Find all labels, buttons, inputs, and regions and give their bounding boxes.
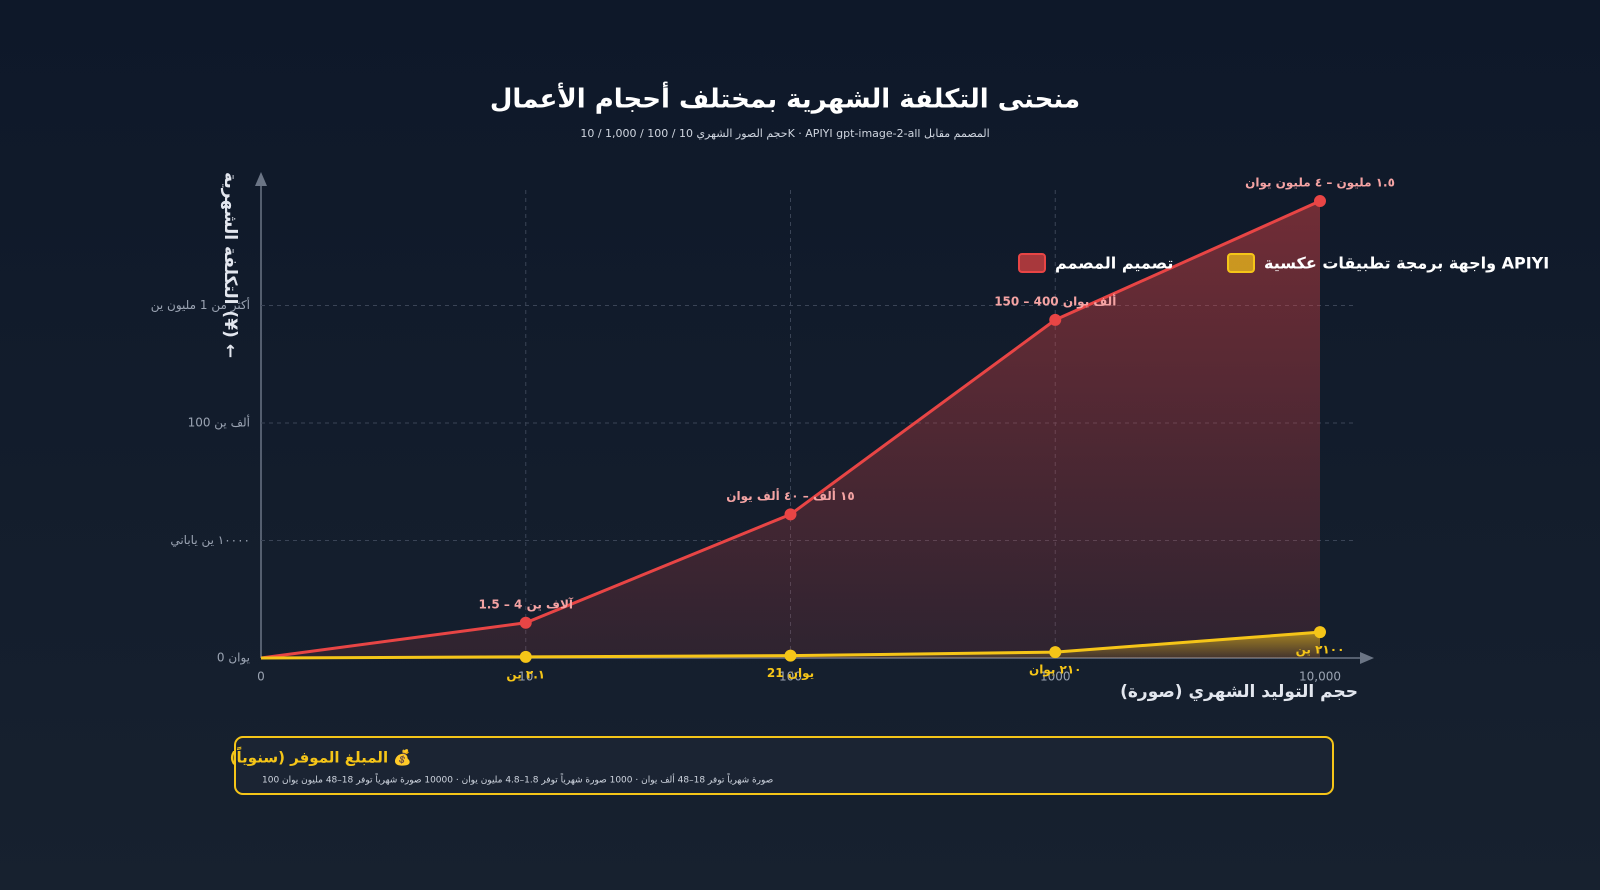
legend-swatch: [1227, 253, 1255, 273]
legend-label: واجهة برمجة تطبيقات عكسية APIYI: [1264, 254, 1549, 273]
x-tick-label: 1000: [1040, 670, 1071, 684]
point-label: ٢١٠٠ ين: [1296, 643, 1345, 657]
point: [1049, 313, 1062, 326]
y-tick-label: أكثر من 1 مليون ين: [151, 297, 250, 313]
y-arrow: [255, 172, 267, 186]
point: [784, 649, 797, 662]
point-label: ١٥ ألف – ٤٠ ألف يوان: [726, 488, 854, 504]
x-arrow: [1360, 652, 1374, 664]
point-label: 21 يوان: [767, 666, 814, 681]
savings-title: المبلغ الموفر (سنوياً) 💰: [230, 746, 412, 766]
point-label: 150 – 400 ألف يوان: [994, 293, 1116, 309]
point: [784, 508, 797, 521]
point: [1314, 195, 1326, 208]
savings-box: [234, 736, 1334, 795]
x-tick-label: 10,000: [1299, 670, 1341, 684]
savings-text: 100 صورة شهرياً توفر 18–48 ألف يوان · 10…: [262, 773, 773, 786]
point: [1049, 646, 1062, 659]
point-label: ٢١٠ يوان: [1029, 663, 1082, 678]
x-axis-label: حجم التوليد الشهري (صورة): [1120, 682, 1358, 702]
y-tick-label: ١٠٠٠٠ ين ياباني: [170, 533, 250, 548]
x-tick-label: 100: [779, 670, 802, 684]
point: [519, 650, 532, 663]
area: [261, 632, 1320, 658]
area: [261, 201, 1320, 659]
point-label: ٢.١ ين: [506, 667, 545, 681]
point-label: ١.٥ مليون – ٤ مليون يوان: [1245, 176, 1395, 191]
y-axis-label: التكلفة الشهرية (¥) ←: [220, 172, 240, 358]
x-tick-label: 0: [257, 670, 265, 684]
chart-subtitle: حجم الصور الشهري 10 / 100 / 1,000 / 10K …: [580, 127, 989, 140]
x-tick-label: 10: [518, 670, 533, 684]
legend-swatch: [1018, 253, 1046, 273]
y-tick-label: 0 يوان: [217, 651, 250, 666]
y-tick-label: 100 ألف ين: [188, 415, 250, 431]
legend-label: تصميم المصمم: [1055, 254, 1173, 273]
point-label: 1.5 – 4 آلاف ين: [478, 596, 573, 611]
point: [1314, 626, 1326, 639]
point: [519, 616, 532, 629]
chart-title: منحنى التكلفة الشهرية بمختلف أحجام الأعم…: [490, 82, 1080, 115]
